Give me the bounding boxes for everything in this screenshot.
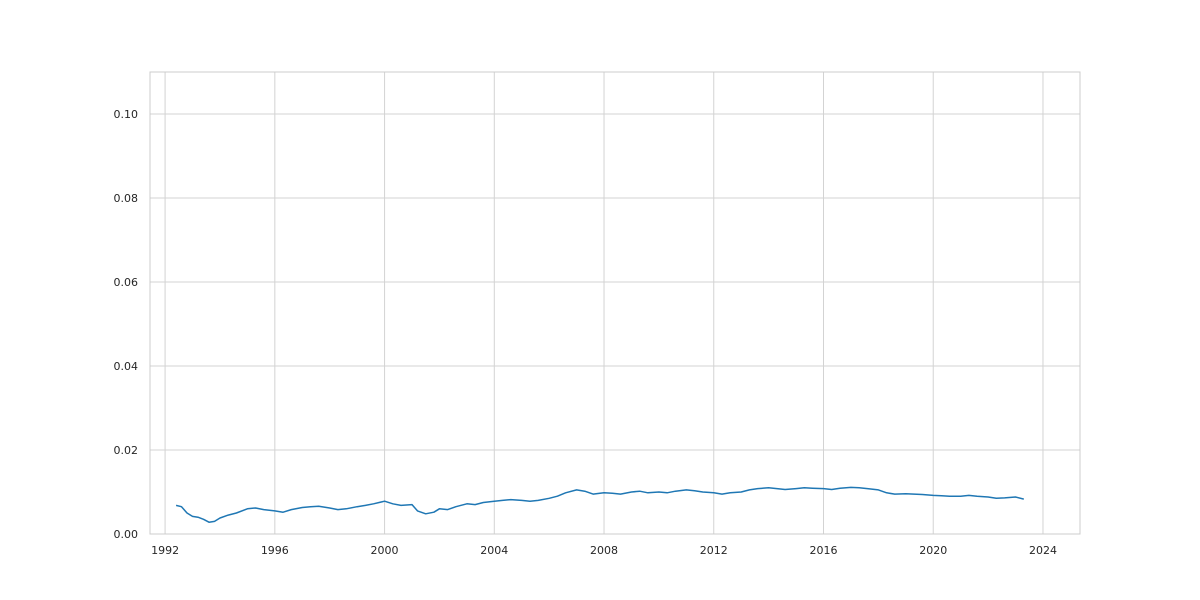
y-axis-ticks: 0.00 0.02 0.04 0.06 0.08 0.10 (114, 108, 139, 541)
y-tick-label: 0.02 (114, 444, 139, 457)
x-tick-label: 2024 (1029, 544, 1057, 557)
x-tick-label: 2016 (809, 544, 837, 557)
x-tick-label: 1992 (151, 544, 179, 557)
grid (150, 72, 1080, 534)
y-tick-label: 0.00 (114, 528, 139, 541)
x-tick-label: 2004 (480, 544, 508, 557)
y-tick-label: 0.06 (114, 276, 139, 289)
x-tick-label: 2008 (590, 544, 618, 557)
x-axis-ticks: 1992 1996 2000 2004 2008 2012 2016 2020 2024 (151, 544, 1057, 557)
y-tick-label: 0.08 (114, 192, 139, 205)
series-layer (175, 486, 1024, 523)
x-tick-label: 2000 (371, 544, 399, 557)
y-tick-label: 0.04 (114, 360, 139, 373)
y-tick-label: 0.10 (114, 108, 139, 121)
x-tick-label: 1996 (261, 544, 289, 557)
series-line (175, 486, 1024, 523)
x-tick-label: 2012 (700, 544, 728, 557)
plot-frame (149, 71, 1081, 535)
x-tick-label: 2020 (919, 544, 947, 557)
